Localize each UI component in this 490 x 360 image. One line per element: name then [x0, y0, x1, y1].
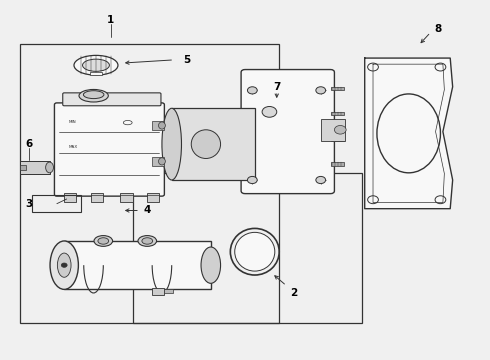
Bar	[152, 157, 164, 166]
Ellipse shape	[201, 247, 220, 283]
Bar	[90, 72, 102, 75]
Ellipse shape	[79, 89, 108, 102]
Text: MAX: MAX	[69, 145, 78, 149]
Ellipse shape	[142, 238, 153, 244]
Circle shape	[262, 107, 277, 117]
Circle shape	[247, 176, 257, 184]
Text: 2: 2	[290, 288, 297, 298]
Ellipse shape	[191, 130, 220, 158]
Ellipse shape	[138, 235, 157, 246]
Text: 6: 6	[25, 139, 33, 149]
Bar	[91, 193, 103, 202]
Ellipse shape	[46, 162, 53, 173]
Bar	[172, 108, 255, 180]
Text: MIN: MIN	[69, 120, 77, 123]
Circle shape	[316, 176, 326, 184]
Ellipse shape	[50, 241, 78, 289]
Bar	[152, 121, 164, 130]
Bar	[32, 195, 81, 212]
Text: 5: 5	[183, 55, 190, 65]
Circle shape	[316, 87, 326, 94]
Bar	[152, 288, 164, 295]
Bar	[121, 193, 133, 202]
Bar	[20, 161, 49, 174]
Ellipse shape	[159, 158, 165, 165]
Ellipse shape	[83, 91, 104, 99]
Bar	[331, 87, 344, 90]
Text: 8: 8	[434, 24, 441, 35]
Polygon shape	[365, 58, 453, 209]
Text: 7: 7	[273, 82, 280, 92]
Bar	[64, 193, 76, 202]
Ellipse shape	[98, 238, 109, 244]
Bar	[321, 119, 345, 140]
Bar	[133, 173, 362, 323]
Bar	[331, 137, 344, 140]
Text: 3: 3	[25, 199, 33, 209]
Text: 1: 1	[107, 15, 114, 26]
Bar	[20, 44, 279, 323]
Text: 4: 4	[144, 206, 151, 216]
Bar	[331, 112, 344, 116]
FancyBboxPatch shape	[241, 69, 334, 194]
Bar	[164, 289, 173, 293]
FancyBboxPatch shape	[54, 103, 164, 196]
Circle shape	[334, 126, 346, 134]
Circle shape	[61, 263, 67, 267]
Bar	[331, 162, 344, 166]
Ellipse shape	[82, 59, 109, 71]
Bar	[20, 165, 26, 170]
Bar	[64, 241, 211, 289]
Ellipse shape	[235, 232, 275, 271]
Ellipse shape	[94, 235, 113, 246]
Bar	[147, 193, 159, 202]
Ellipse shape	[57, 253, 71, 277]
Ellipse shape	[74, 55, 118, 75]
Ellipse shape	[162, 108, 181, 180]
Circle shape	[247, 87, 257, 94]
Ellipse shape	[159, 122, 165, 129]
FancyBboxPatch shape	[63, 93, 161, 106]
